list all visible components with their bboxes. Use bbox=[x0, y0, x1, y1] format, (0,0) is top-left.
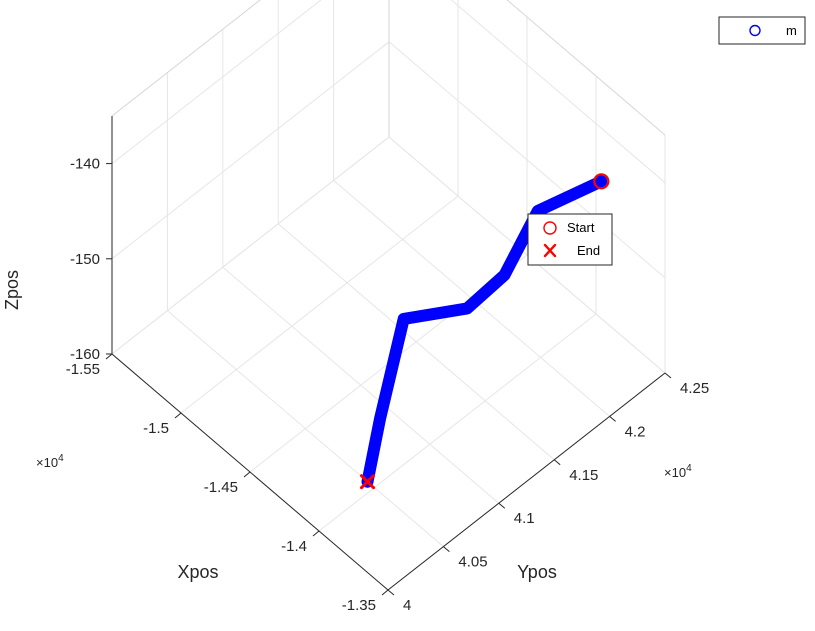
y-tick-label: 4.25 bbox=[680, 380, 709, 397]
z-tick-label: -160 bbox=[70, 346, 100, 363]
start-marker bbox=[593, 173, 610, 190]
y-tick-mark bbox=[443, 546, 450, 552]
wall-grid-line bbox=[450, 0, 666, 183]
x-tick-mark bbox=[243, 471, 251, 478]
end-marker-stroke bbox=[360, 474, 375, 490]
floor-grid-line bbox=[222, 266, 500, 504]
x-tick-label: -1.45 bbox=[204, 479, 238, 496]
z-tick-label: -150 bbox=[70, 251, 100, 268]
box-edge bbox=[506, 0, 666, 136]
wall-grid-line bbox=[388, 41, 666, 279]
trajectory-line bbox=[361, 175, 608, 488]
wall-grid-line bbox=[111, 41, 390, 260]
x-tick-mark bbox=[312, 530, 320, 537]
x-tick-label: -1.35 bbox=[342, 597, 376, 614]
y-tick-mark bbox=[553, 459, 561, 466]
floor-grid-line bbox=[180, 195, 459, 414]
y-tick-mark bbox=[387, 589, 395, 596]
z-tick-label: -140 bbox=[70, 156, 100, 173]
y-axis-line bbox=[387, 372, 666, 591]
end-marker bbox=[360, 474, 375, 490]
y-tick-mark bbox=[664, 372, 672, 379]
legend-end-cross-icon bbox=[543, 243, 557, 258]
x-tick-mark bbox=[174, 412, 182, 419]
floor-grid-line bbox=[277, 223, 555, 461]
data-series bbox=[361, 175, 608, 488]
x-axis-exponent: ×104 bbox=[36, 453, 64, 470]
wall-grid-line bbox=[111, 136, 390, 355]
wall-grid-line bbox=[111, 0, 322, 164]
y-tick-label: 4.1 bbox=[514, 510, 535, 527]
y-tick-mark bbox=[498, 502, 506, 509]
y-axis-label: Ypos bbox=[517, 562, 557, 582]
y-tick-label: 4.15 bbox=[569, 467, 598, 484]
x-tick-mark bbox=[105, 353, 113, 360]
y-tick-label: 4.2 bbox=[625, 423, 646, 440]
axes-box bbox=[111, 0, 666, 591]
trajectory-point bbox=[498, 269, 511, 281]
y-tick-label: 4.05 bbox=[458, 554, 487, 571]
legend-entry-start: Start bbox=[567, 220, 595, 235]
wall-grid-line bbox=[388, 136, 666, 374]
y-tick-mark bbox=[609, 416, 616, 422]
y-axis-exponent: ×104 bbox=[664, 463, 692, 480]
x-tick-label: -1.4 bbox=[281, 538, 307, 555]
floor-grid-line bbox=[167, 310, 444, 547]
x-tick-label: -1.55 bbox=[66, 361, 100, 378]
start-end-markers bbox=[360, 173, 610, 490]
trajectory-point bbox=[461, 302, 473, 314]
x-tick-mark bbox=[381, 589, 389, 596]
x-tick-label: -1.5 bbox=[143, 420, 169, 437]
trajectory-point bbox=[595, 175, 607, 187]
legend-markers: Start End bbox=[527, 213, 613, 266]
axis-ticks: -1.55 -1.5 -1.45 -1.4 -1.35 4 4.05 4.1 4.15 4.2 4.… bbox=[66, 156, 709, 614]
y-tick-label: 4 bbox=[403, 597, 411, 614]
z-axis-label: Zpos bbox=[2, 270, 22, 310]
trajectory-point bbox=[374, 413, 386, 425]
box-edge bbox=[111, 0, 261, 117]
floor-grid-line bbox=[318, 313, 597, 532]
legend-entry-m: m bbox=[786, 23, 797, 38]
legend-circle-icon bbox=[749, 24, 761, 37]
legend-start-circle-icon bbox=[543, 221, 557, 235]
legend-main: m bbox=[718, 16, 806, 45]
x-axis-label: Xpos bbox=[177, 562, 218, 582]
legend-entry-end: End bbox=[577, 243, 600, 258]
trajectory-point bbox=[398, 313, 410, 325]
trajectory-point bbox=[361, 476, 374, 488]
